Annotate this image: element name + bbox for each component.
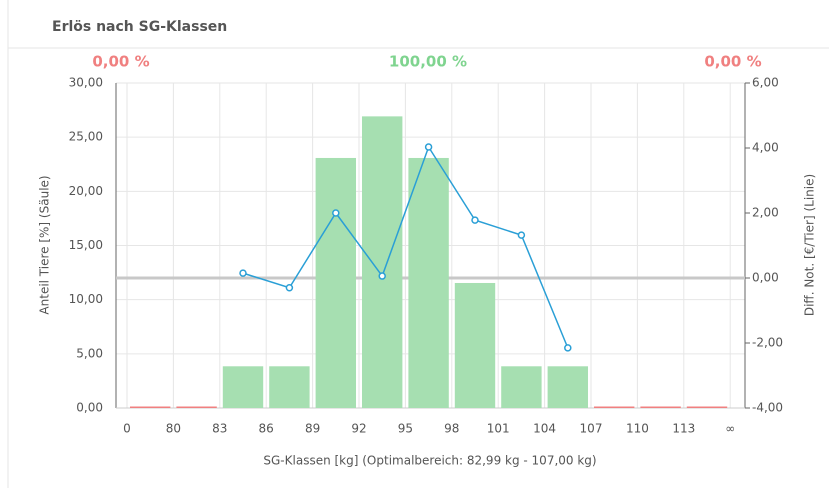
x-tick-label: 95 xyxy=(398,422,413,436)
y2-tick-label: 6,00 xyxy=(752,76,779,90)
line-point xyxy=(564,344,572,352)
y2-tick-label: 4,00 xyxy=(752,141,779,155)
bar xyxy=(686,406,728,408)
x-tick-label: 104 xyxy=(533,422,556,436)
y-tick-label: 0,00 xyxy=(76,401,103,415)
bar xyxy=(408,157,449,408)
x-tick-label: 83 xyxy=(212,422,227,436)
bar xyxy=(176,406,217,408)
bar xyxy=(594,406,635,408)
x-tick-label: 92 xyxy=(351,422,366,436)
y-axis-label: Anteil Tiere [%] (Säule) xyxy=(38,175,52,314)
bar xyxy=(547,366,588,408)
x-tick-label: 89 xyxy=(305,422,320,436)
bar xyxy=(640,406,681,408)
bar xyxy=(454,282,496,408)
range-share-label: 100,00 % xyxy=(389,53,467,71)
line xyxy=(242,145,569,349)
bar xyxy=(222,366,264,408)
y-tick-label: 20,00 xyxy=(69,184,103,198)
y2-tick-label: -4,00 xyxy=(752,401,783,415)
line-point xyxy=(471,216,479,224)
y-tick-label: 5,00 xyxy=(76,346,103,360)
bar xyxy=(362,116,403,408)
x-tick-label: 80 xyxy=(166,422,181,436)
x-tick-label: 86 xyxy=(259,422,274,436)
y-tick-label: 25,00 xyxy=(69,130,103,144)
x-tick-label: 98 xyxy=(444,422,459,436)
x-tick-label: 110 xyxy=(626,422,649,436)
x-tick-label: ∞ xyxy=(725,422,735,436)
line-point xyxy=(517,231,526,239)
x-tick-label: 0 xyxy=(123,422,131,436)
x-tick-label: 113 xyxy=(672,422,695,436)
bar xyxy=(269,366,310,408)
x-tick-label: 107 xyxy=(580,422,603,436)
line-point xyxy=(378,272,386,280)
bar xyxy=(130,406,171,408)
y2-tick-label: -2,00 xyxy=(752,336,783,350)
range-share-label: 0,00 % xyxy=(704,53,761,71)
line-point xyxy=(239,269,247,277)
line-point xyxy=(424,143,433,151)
chart-title: Erlös nach SG-Klassen xyxy=(52,19,227,35)
line-point xyxy=(332,209,340,217)
y2-axis-label: Diff. Not. [€/Tier] (Linie) xyxy=(803,174,817,316)
line-point xyxy=(285,284,294,292)
bar xyxy=(501,366,542,408)
y-tick-label: 30,00 xyxy=(69,76,103,90)
range-share-label: 0,00 % xyxy=(92,53,149,71)
x-axis-label: SG-Klassen [kg] (Optimalbereich: 82,99 k… xyxy=(263,454,596,468)
y-tick-label: 15,00 xyxy=(69,238,103,252)
y-tick-label: 10,00 xyxy=(69,292,103,306)
bar xyxy=(315,157,356,408)
y2-tick-label: 2,00 xyxy=(752,206,779,220)
y2-tick-label: 0,00 xyxy=(752,271,779,285)
x-tick-label: 101 xyxy=(487,422,510,436)
